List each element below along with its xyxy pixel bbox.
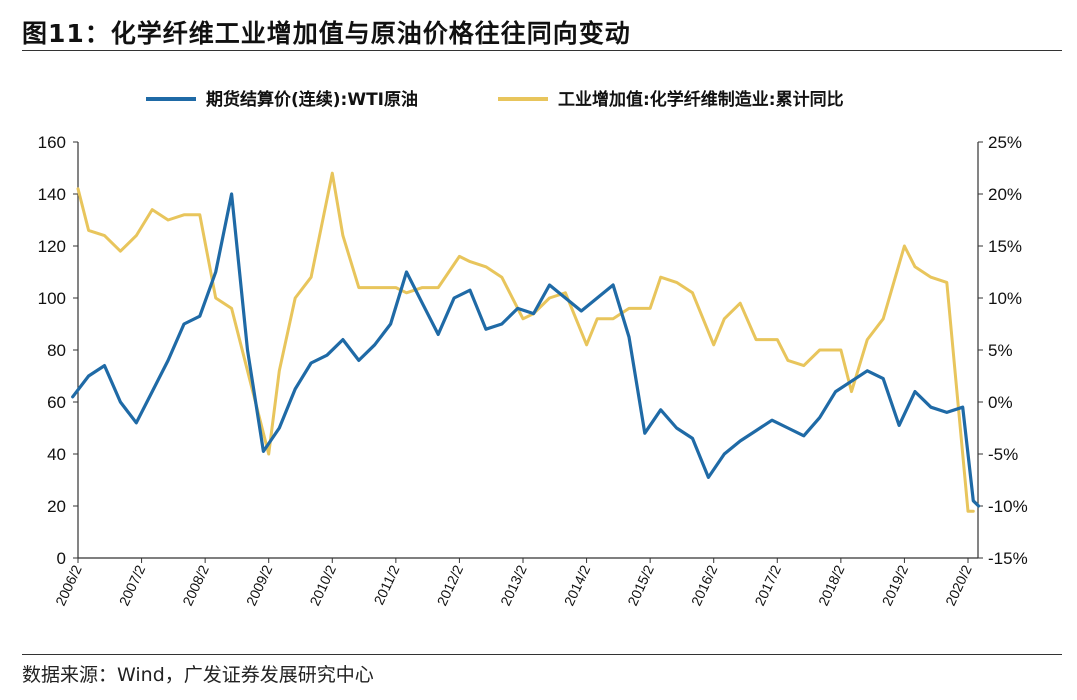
y-left-tick-label: 140 [38, 185, 66, 204]
y-right-tick-label: -5% [988, 445, 1018, 464]
y-right-tick-label: 20% [988, 185, 1022, 204]
title-divider [22, 50, 1062, 51]
x-tick-label: 2012/2 [434, 562, 467, 608]
y-right-tick-label: 25% [988, 133, 1022, 152]
x-tick-label: 2008/2 [179, 562, 212, 608]
fiber-line [76, 171, 975, 513]
y-left-tick-label: 120 [38, 237, 66, 256]
y-left-tick-label: 60 [47, 393, 66, 412]
x-tick-label: 2018/2 [815, 562, 848, 608]
x-tick-label: 2006/2 [52, 562, 85, 608]
x-tick-label: 2020/2 [942, 562, 975, 608]
legend: 期货结算价(连续):WTI原油 工业增加值:化学纤维制造业:累计同比 [146, 89, 844, 110]
y-left-tick-label: 160 [38, 133, 66, 152]
x-tick-label: 2011/2 [370, 562, 402, 607]
x-tick-label: 2015/2 [624, 562, 657, 608]
legend-item-wti: 期货结算价(连续):WTI原油 [146, 89, 418, 110]
y-right-tick-label: 15% [988, 237, 1022, 256]
x-tick-label: 2016/2 [688, 562, 721, 608]
wti-line [71, 192, 981, 508]
source-divider [22, 654, 1062, 655]
y-left-tick-label: 0 [57, 549, 66, 568]
y-left-tick-label: 100 [38, 289, 66, 308]
source-note: 数据来源：Wind，广发证券发展研究中心 [22, 664, 374, 686]
legend-item-fiber: 工业增加值:化学纤维制造业:累计同比 [498, 89, 844, 110]
y-right-tick-label: 5% [988, 341, 1013, 360]
x-tick-label: 2017/2 [751, 562, 784, 608]
y-left-tick-label: 20 [47, 497, 66, 516]
x-tick-label: 2019/2 [879, 562, 912, 608]
x-tick-label: 2009/2 [243, 562, 276, 608]
y-right-tick-label: -15% [988, 549, 1028, 568]
axes: 0 20 40 60 80 100 120 140 160 -15% -10% -5% 0% 5% 10% 1… [38, 133, 1028, 608]
y-right-tick-label: 0% [988, 393, 1013, 412]
legend-label: 期货结算价(连续):WTI原油 [206, 89, 418, 110]
series-lines [71, 171, 981, 513]
y-right-tick-label: 10% [988, 289, 1022, 308]
figure-title: 图11：化学纤维工业增加值与原油价格往往同向变动 [22, 19, 631, 48]
legend-label: 工业增加值:化学纤维制造业:累计同比 [558, 89, 844, 110]
y-left-tick-label: 40 [47, 445, 66, 464]
x-tick-label: 2014/2 [561, 562, 594, 608]
y-right-tick-label: -10% [988, 497, 1028, 516]
y-left-tick-label: 80 [47, 341, 66, 360]
x-tick-label: 2007/2 [116, 562, 149, 608]
x-tick-label: 2010/2 [306, 562, 339, 608]
x-tick-label: 2013/2 [497, 562, 530, 608]
chart: 期货结算价(连续):WTI原油 工业增加值:化学纤维制造业:累计同比 0 20 40 6… [38, 89, 1028, 608]
